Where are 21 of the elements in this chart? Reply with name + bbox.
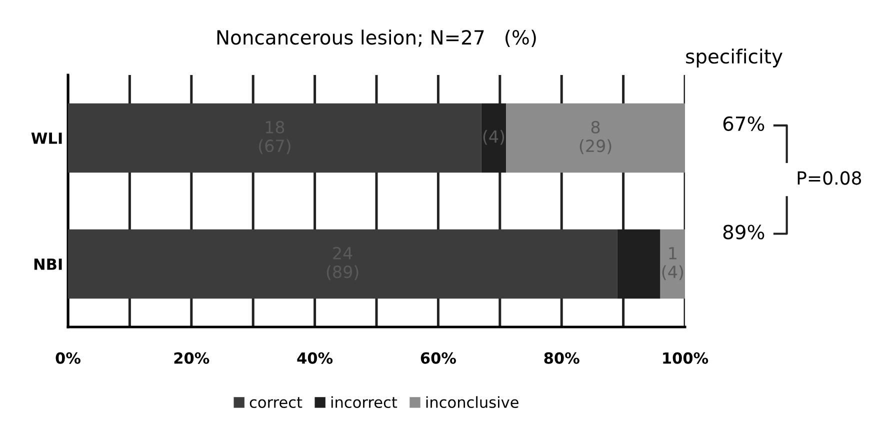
text: specificity bbox=[686, 48, 782, 68]
data-label: (4) bbox=[483, 130, 504, 145]
x-tick-label: 60% bbox=[420, 352, 456, 364]
x-tick-label: 20% bbox=[174, 352, 210, 364]
chart-title: Noncancerous lesion; N=27 (%) bbox=[217, 30, 536, 48]
bar bbox=[68, 229, 618, 299]
x-tick-label: 80% bbox=[544, 352, 580, 364]
y-tick-label: WLI bbox=[31, 132, 62, 144]
x-tick-label: 100% bbox=[663, 352, 708, 364]
text: 67% bbox=[723, 116, 764, 132]
bar bbox=[68, 103, 482, 173]
text: 89% bbox=[723, 224, 764, 240]
bar bbox=[660, 229, 685, 299]
bar bbox=[506, 103, 685, 173]
text: P=0.08 bbox=[798, 171, 862, 185]
legend-label: inconclusive bbox=[426, 396, 518, 408]
legend-label: correct bbox=[250, 397, 302, 408]
y-tick-label: NBI bbox=[34, 258, 62, 270]
legend-label: incorrect bbox=[331, 396, 398, 408]
x-tick-label: 40% bbox=[297, 352, 333, 364]
x-tick-label: 0% bbox=[56, 352, 80, 364]
